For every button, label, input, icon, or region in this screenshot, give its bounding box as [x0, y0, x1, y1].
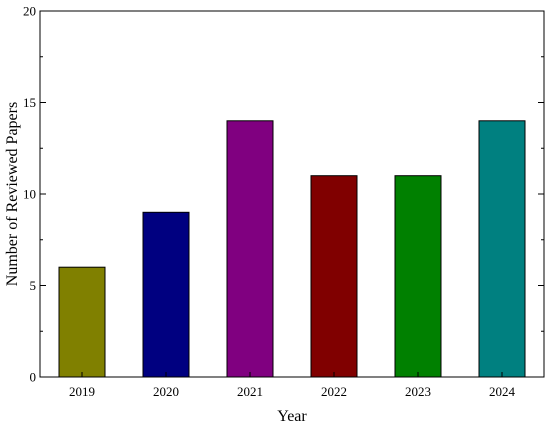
bar-2021: [226, 120, 274, 378]
x-axis-ticks: 2019 2020 2021 2022 2023 2024: [69, 372, 516, 399]
bars-layer: [58, 120, 526, 378]
y-axis-ticks: 0 5 10 15 20: [23, 4, 544, 385]
y-axis-title: Number of Reviewed Papers: [4, 102, 21, 286]
y-tick-label: 15: [23, 95, 36, 110]
bar-2023: [394, 175, 442, 378]
x-axis-title: Year: [277, 408, 307, 425]
y-tick-label: 10: [23, 187, 36, 202]
bar-2019: [58, 266, 106, 378]
y-tick-label: 0: [30, 370, 37, 385]
y-tick-label: 5: [30, 278, 37, 293]
x-tick-label: 2022: [321, 384, 347, 399]
x-tick-label: 2021: [237, 384, 263, 399]
x-tick-label: 2023: [405, 384, 431, 399]
bar-2020: [142, 211, 190, 378]
plot-frame: [39, 10, 545, 378]
bar-2024: [478, 120, 526, 378]
bar-2022: [310, 175, 358, 378]
x-tick-label: 2019: [69, 384, 95, 399]
x-tick-label: 2024: [489, 384, 516, 399]
y-tick-label: 20: [23, 4, 36, 19]
x-tick-label: 2020: [153, 384, 179, 399]
